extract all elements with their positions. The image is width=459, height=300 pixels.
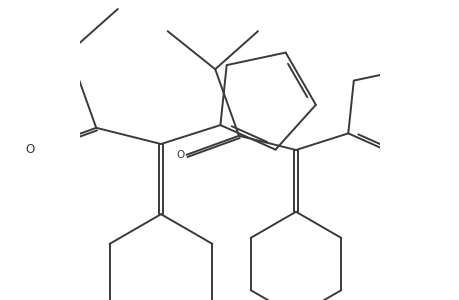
Text: O: O — [25, 143, 34, 156]
Text: O: O — [176, 150, 185, 160]
